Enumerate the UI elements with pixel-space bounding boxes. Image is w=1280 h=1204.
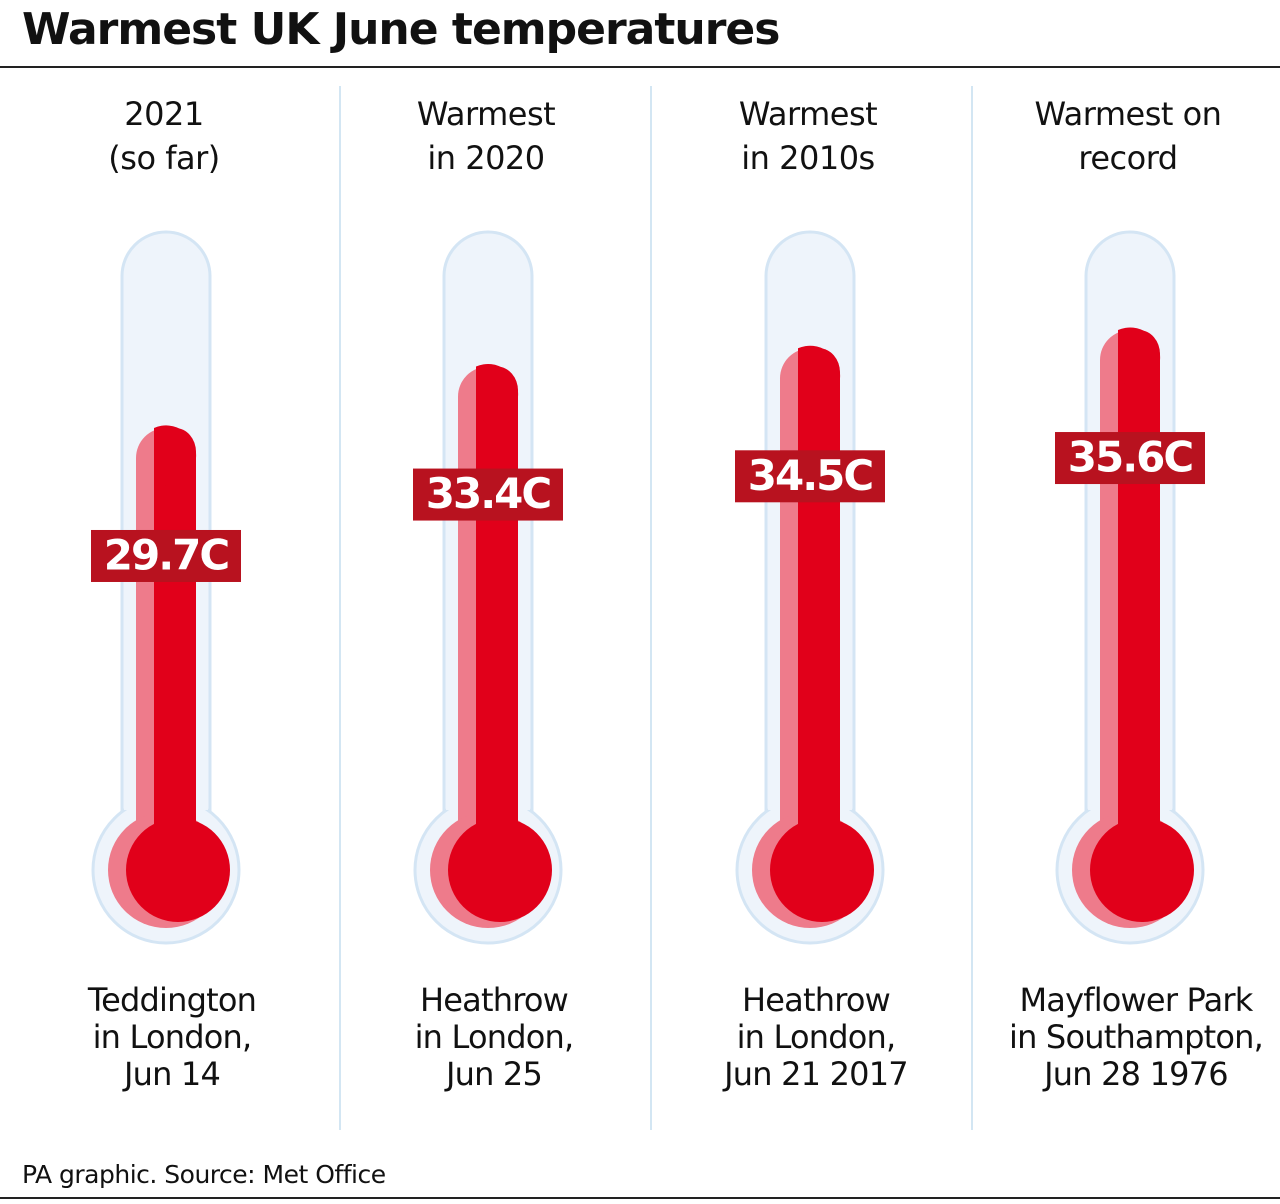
- value-label: 35.6C: [1068, 433, 1193, 482]
- location-caption: in London,: [93, 1018, 252, 1056]
- value-label: 33.4C: [426, 469, 551, 518]
- column-heading: in 2010s: [741, 139, 874, 177]
- location-caption: Heathrow: [420, 981, 568, 1019]
- location-caption: Jun 21 2017: [722, 1055, 908, 1093]
- location-caption: in Southampton,: [1009, 1018, 1263, 1056]
- source-note: PA graphic. Source: Met Office: [22, 1160, 386, 1189]
- location-caption: Jun 14: [122, 1055, 220, 1093]
- location-caption: Heathrow: [742, 981, 890, 1019]
- fill-core-top: [798, 348, 840, 409]
- column-heading: Warmest on: [1035, 95, 1222, 133]
- chart-title: Warmest UK June temperatures: [22, 4, 779, 55]
- bulb-core: [126, 818, 230, 922]
- value-label-box: [91, 529, 241, 582]
- fill-core-top: [1118, 330, 1160, 391]
- value-label-box: [735, 450, 885, 503]
- column-heading: 2021: [124, 95, 203, 133]
- fill-core: [1118, 327, 1161, 870]
- location-caption: in London,: [737, 1018, 896, 1056]
- bulb-core: [770, 818, 874, 922]
- bulb-core: [448, 818, 552, 922]
- location-caption: Mayflower Park: [1019, 981, 1253, 1019]
- location-caption: Teddington: [87, 981, 256, 1019]
- column-heading: Warmest: [739, 95, 877, 133]
- location-caption: Jun 28 1976: [1042, 1055, 1228, 1093]
- fill-core-top: [476, 366, 518, 427]
- column-heading: (so far): [108, 139, 219, 177]
- fill-core: [476, 364, 519, 870]
- bulb-core: [1090, 818, 1194, 922]
- location-caption: Jun 25: [444, 1055, 542, 1093]
- column-heading: record: [1078, 139, 1177, 177]
- column-heading: Warmest: [417, 95, 555, 133]
- location-caption: in London,: [415, 1018, 574, 1056]
- fill-core: [798, 345, 841, 871]
- value-label: 29.7C: [104, 530, 229, 579]
- fill-core-top: [154, 427, 196, 488]
- fill-core: [154, 425, 197, 870]
- value-label-box: [1055, 432, 1205, 485]
- value-label: 34.5C: [748, 451, 873, 500]
- value-label-box: [413, 468, 563, 521]
- column-heading: in 2020: [427, 139, 544, 177]
